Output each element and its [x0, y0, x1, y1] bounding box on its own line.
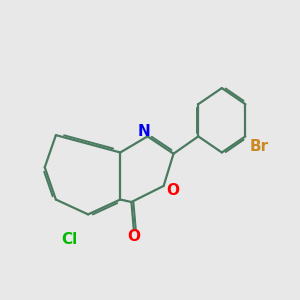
Text: O: O	[128, 229, 140, 244]
Text: Cl: Cl	[61, 232, 78, 247]
Text: N: N	[137, 124, 150, 139]
Text: Br: Br	[249, 139, 268, 154]
Text: O: O	[166, 183, 179, 198]
